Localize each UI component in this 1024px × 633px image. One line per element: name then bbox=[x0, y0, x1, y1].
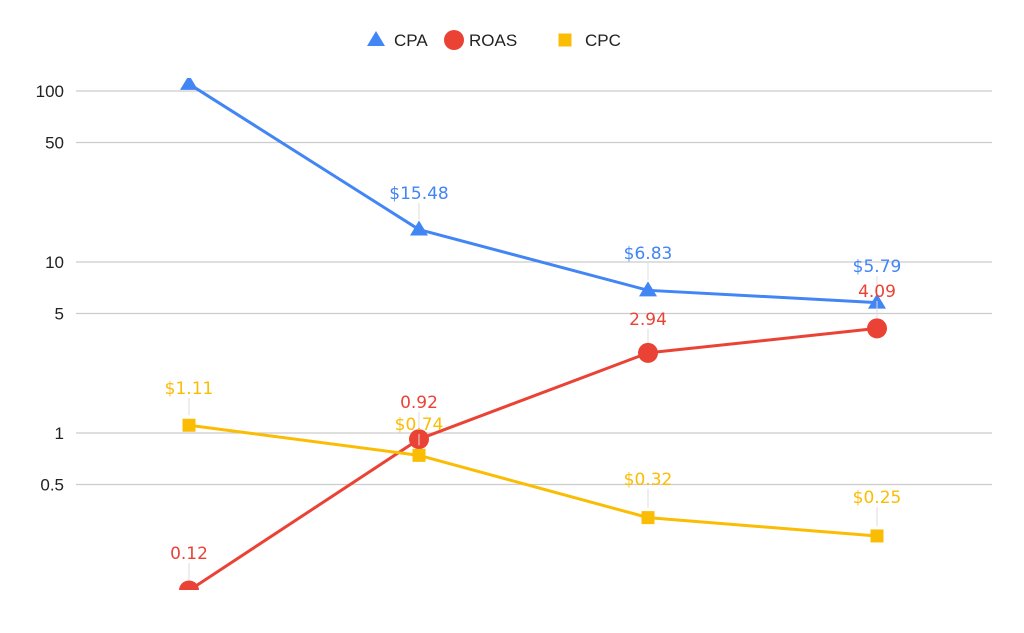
data-point-cpc bbox=[641, 511, 655, 525]
series-cpa bbox=[180, 78, 886, 309]
y-tick-label: 10 bbox=[45, 253, 64, 272]
legend-cpc-square-icon bbox=[558, 33, 572, 47]
data-label-cpa: $15.48 bbox=[389, 184, 448, 204]
legend-label-cpc: CPC bbox=[585, 31, 621, 50]
y-axis-ticks: 100 50 10 5 1 0.5 bbox=[36, 82, 64, 494]
series-cpc bbox=[182, 418, 884, 543]
series-line-cpc bbox=[188, 423, 878, 538]
legend-label-cpa: CPA bbox=[394, 31, 428, 50]
y-tick-label: 0.5 bbox=[40, 475, 64, 494]
data-label-cpc: $0.74 bbox=[395, 415, 444, 435]
y-tick-label: 5 bbox=[55, 304, 64, 323]
series-roas bbox=[179, 318, 887, 590]
series-line-cpa bbox=[188, 82, 878, 305]
series-line-roas bbox=[188, 326, 878, 590]
y-tick-label: 100 bbox=[36, 82, 64, 101]
data-label-cpa: $6.83 bbox=[624, 244, 673, 264]
data-point-cpa bbox=[410, 220, 428, 236]
legend-cpa-triangle-icon bbox=[367, 31, 385, 46]
y-tick-label: 1 bbox=[55, 424, 64, 443]
data-label-roas: 4.09 bbox=[858, 282, 896, 302]
series-layer bbox=[179, 78, 887, 590]
data-point-roas bbox=[867, 318, 887, 339]
y-tick-label: 50 bbox=[45, 133, 64, 152]
data-point-roas bbox=[638, 342, 658, 363]
data-point-cpa bbox=[639, 281, 657, 297]
data-point-cpc bbox=[870, 529, 884, 543]
data-point-roas bbox=[179, 580, 199, 590]
data-label-cpc: $0.32 bbox=[624, 470, 673, 490]
data-label-roas: 0.12 bbox=[170, 544, 208, 564]
data-label-cpc: $0.25 bbox=[853, 488, 902, 508]
data-label-cpa: $5.79 bbox=[853, 257, 902, 277]
data-label-cpc: $1.11 bbox=[165, 379, 214, 399]
legend-label-roas: ROAS bbox=[469, 31, 517, 50]
legend-roas-circle-icon bbox=[444, 30, 464, 50]
data-point-cpc bbox=[182, 418, 196, 432]
legend: CPA ROAS CPC bbox=[367, 30, 621, 50]
gridlines bbox=[76, 90, 992, 486]
data-labels: $15.48 $6.83 $5.79 0.12 0.92 2.94 4.09 $1.11 $0.… bbox=[165, 184, 902, 581]
data-point-cpa bbox=[180, 78, 198, 90]
data-point-cpc bbox=[412, 448, 426, 462]
data-label-roas: 2.94 bbox=[629, 310, 667, 330]
data-label-roas: 0.92 bbox=[400, 393, 438, 413]
